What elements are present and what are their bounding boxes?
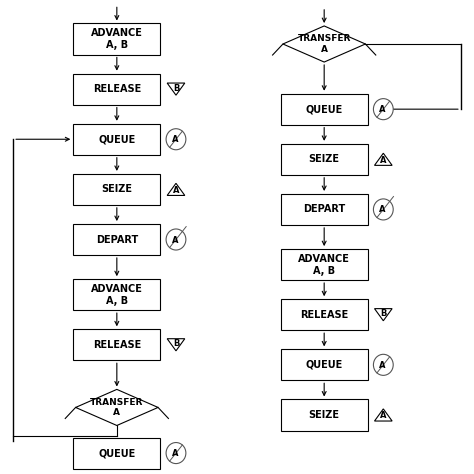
FancyBboxPatch shape xyxy=(281,400,368,430)
FancyBboxPatch shape xyxy=(281,144,368,175)
Polygon shape xyxy=(374,409,392,421)
FancyBboxPatch shape xyxy=(73,224,160,255)
Circle shape xyxy=(166,443,186,464)
FancyBboxPatch shape xyxy=(281,194,368,225)
Text: ADVANCE
A, B: ADVANCE A, B xyxy=(298,254,350,275)
Text: QUEUE: QUEUE xyxy=(306,360,343,370)
Text: A: A xyxy=(379,361,386,370)
FancyBboxPatch shape xyxy=(281,299,368,330)
Circle shape xyxy=(374,99,393,120)
Text: A: A xyxy=(172,236,178,245)
Circle shape xyxy=(374,354,393,375)
Text: SEIZE: SEIZE xyxy=(309,410,340,420)
FancyBboxPatch shape xyxy=(73,73,160,105)
Polygon shape xyxy=(76,390,158,426)
FancyBboxPatch shape xyxy=(73,438,160,469)
FancyBboxPatch shape xyxy=(73,329,160,360)
Polygon shape xyxy=(167,83,185,95)
Text: B: B xyxy=(173,83,179,92)
Text: QUEUE: QUEUE xyxy=(98,134,136,144)
Text: SEIZE: SEIZE xyxy=(309,155,340,164)
Polygon shape xyxy=(374,309,392,321)
Text: QUEUE: QUEUE xyxy=(306,104,343,114)
FancyBboxPatch shape xyxy=(73,279,160,310)
Text: A: A xyxy=(380,156,387,165)
Polygon shape xyxy=(374,153,392,165)
FancyBboxPatch shape xyxy=(73,174,160,205)
FancyBboxPatch shape xyxy=(281,349,368,380)
Text: QUEUE: QUEUE xyxy=(98,448,136,458)
Text: RELEASE: RELEASE xyxy=(93,340,141,350)
Text: TRANSFER
A: TRANSFER A xyxy=(298,34,351,54)
Text: A: A xyxy=(379,105,386,114)
Text: RELEASE: RELEASE xyxy=(93,84,141,94)
Text: A: A xyxy=(379,205,386,214)
Text: RELEASE: RELEASE xyxy=(300,310,348,319)
FancyBboxPatch shape xyxy=(73,124,160,155)
Text: TRANSFER
A: TRANSFER A xyxy=(90,398,144,417)
Text: A: A xyxy=(172,449,178,458)
Text: A: A xyxy=(173,186,179,195)
FancyBboxPatch shape xyxy=(281,249,368,280)
Text: DEPART: DEPART xyxy=(303,204,345,214)
Text: B: B xyxy=(173,339,179,348)
Circle shape xyxy=(374,199,393,220)
Circle shape xyxy=(166,229,186,250)
Polygon shape xyxy=(167,339,185,351)
Polygon shape xyxy=(283,26,365,62)
FancyBboxPatch shape xyxy=(281,94,368,125)
Text: SEIZE: SEIZE xyxy=(101,184,132,194)
Text: ADVANCE
A, B: ADVANCE A, B xyxy=(91,28,143,50)
Circle shape xyxy=(166,129,186,150)
FancyBboxPatch shape xyxy=(73,23,160,55)
Text: A: A xyxy=(172,135,178,144)
Text: B: B xyxy=(380,309,386,318)
Text: A: A xyxy=(380,411,387,420)
Text: ADVANCE
A, B: ADVANCE A, B xyxy=(91,283,143,306)
Text: DEPART: DEPART xyxy=(96,235,138,245)
Polygon shape xyxy=(167,183,185,195)
